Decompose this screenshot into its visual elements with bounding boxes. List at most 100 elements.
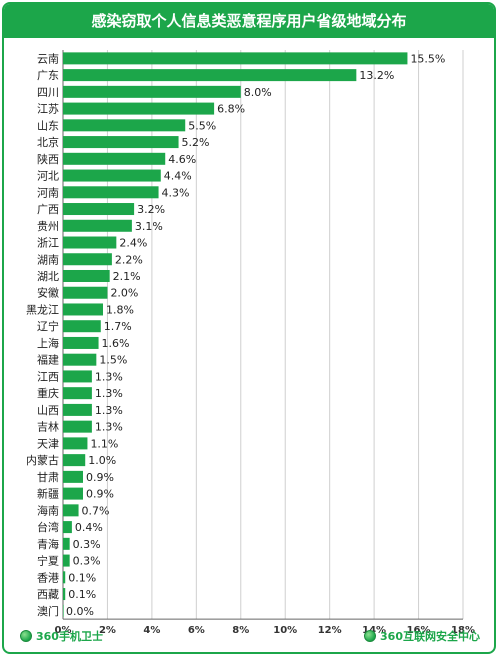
- bar: [63, 85, 241, 98]
- bar: [63, 521, 72, 534]
- category-label: 湖北: [37, 270, 59, 283]
- x-tick-label: 2%: [99, 625, 116, 636]
- value-label: 4.3%: [162, 186, 190, 199]
- category-label: 广西: [37, 203, 59, 216]
- value-label: 0.9%: [86, 488, 114, 501]
- category-label: 澳门: [37, 604, 59, 618]
- value-label: 1.7%: [104, 320, 132, 333]
- value-label: 2.2%: [115, 253, 143, 266]
- bar: [63, 253, 112, 266]
- bar-chart: 0%2%4%6%8%10%12%14%16%18%云南15.5%广东13.2%四…: [26, 50, 475, 636]
- footer-brand-left: 360手机卫士: [20, 628, 103, 644]
- value-label: 15.5%: [410, 52, 445, 65]
- value-label: 1.3%: [95, 370, 123, 383]
- category-label: 甘肃: [37, 471, 59, 484]
- value-label: 0.3%: [73, 538, 101, 551]
- x-tick-label: 0%: [55, 625, 72, 636]
- category-label: 江西: [37, 370, 59, 383]
- bar: [63, 437, 88, 450]
- category-label: 陕西: [37, 152, 59, 166]
- bar: [63, 370, 92, 383]
- value-label: 0.4%: [75, 521, 103, 534]
- category-label: 海南: [37, 503, 59, 517]
- bar: [63, 269, 110, 282]
- value-label: 3.1%: [135, 220, 163, 233]
- category-label: 广东: [37, 69, 59, 82]
- category-label: 湖南: [37, 253, 59, 266]
- bar: [63, 353, 97, 366]
- value-label: 5.2%: [182, 136, 210, 149]
- bar: [63, 537, 70, 550]
- value-label: 0.0%: [66, 605, 94, 618]
- category-label: 贵州: [37, 220, 59, 233]
- category-label: 北京: [37, 135, 59, 149]
- category-label: 云南: [37, 52, 59, 65]
- value-label: 6.8%: [217, 103, 245, 116]
- x-tick-label: 18%: [451, 625, 475, 636]
- bar: [63, 504, 79, 517]
- value-label: 5.5%: [188, 119, 216, 132]
- bar: [63, 487, 83, 500]
- bar: [63, 554, 70, 567]
- category-label: 重庆: [37, 386, 59, 400]
- bar: [63, 470, 83, 483]
- bar: [63, 420, 92, 433]
- value-label: 0.1%: [68, 571, 96, 584]
- brand-logo-icon: [20, 630, 32, 642]
- category-label: 台湾: [37, 520, 59, 534]
- bar: [63, 186, 159, 199]
- category-label: 吉林: [37, 420, 59, 434]
- value-label: 1.8%: [106, 303, 134, 316]
- value-label: 2.1%: [113, 270, 141, 283]
- bar: [63, 588, 66, 601]
- chart-frame: 感染窃取个人信息类恶意程序用户省级地域分布 0%2%4%6%8%10%12%14…: [2, 2, 496, 654]
- category-label: 西藏: [37, 588, 59, 601]
- x-tick-label: 8%: [232, 625, 249, 636]
- category-label: 河南: [37, 186, 59, 199]
- category-label: 辽宁: [37, 319, 59, 333]
- bar: [63, 604, 64, 617]
- category-label: 安徽: [37, 286, 59, 300]
- footer-brand-right-label: 360互联网安全中心: [380, 630, 480, 643]
- bar: [63, 336, 99, 349]
- category-label: 上海: [37, 336, 59, 350]
- bar: [63, 571, 66, 584]
- value-label: 1.3%: [95, 404, 123, 417]
- value-label: 4.4%: [164, 170, 192, 183]
- category-label: 福建: [37, 353, 59, 367]
- x-tick-label: 12%: [318, 625, 342, 636]
- bar: [63, 454, 86, 467]
- category-label: 黑龙江: [26, 303, 59, 316]
- bar: [63, 69, 357, 82]
- category-label: 河北: [37, 170, 59, 183]
- x-tick-label: 10%: [273, 625, 297, 636]
- bar: [63, 203, 135, 216]
- bar: [63, 169, 161, 182]
- bar: [63, 303, 103, 316]
- bar: [63, 320, 101, 333]
- category-label: 浙江: [37, 237, 59, 250]
- value-label: 13.2%: [359, 69, 394, 82]
- category-label: 天津: [37, 437, 59, 450]
- bar: [63, 219, 132, 232]
- category-label: 新疆: [37, 487, 59, 501]
- x-tick-label: 6%: [188, 625, 205, 636]
- footer-brand-right: 360互联网安全中心: [364, 628, 480, 644]
- category-label: 香港: [37, 571, 59, 584]
- value-label: 8.0%: [244, 86, 272, 99]
- bar: [63, 236, 117, 249]
- bar: [63, 152, 166, 165]
- bar: [63, 119, 186, 132]
- value-label: 0.9%: [86, 471, 114, 484]
- x-tick-label: 16%: [407, 625, 431, 636]
- category-label: 内蒙古: [26, 453, 59, 467]
- value-label: 1.5%: [99, 354, 127, 367]
- bar: [63, 403, 92, 416]
- footer-brand-left-label: 360手机卫士: [36, 630, 103, 643]
- category-label: 青海: [37, 537, 59, 551]
- category-label: 江苏: [37, 103, 59, 116]
- value-label: 4.6%: [168, 153, 196, 166]
- value-label: 1.6%: [102, 337, 130, 350]
- value-label: 2.4%: [119, 237, 147, 250]
- value-label: 1.3%: [95, 421, 123, 434]
